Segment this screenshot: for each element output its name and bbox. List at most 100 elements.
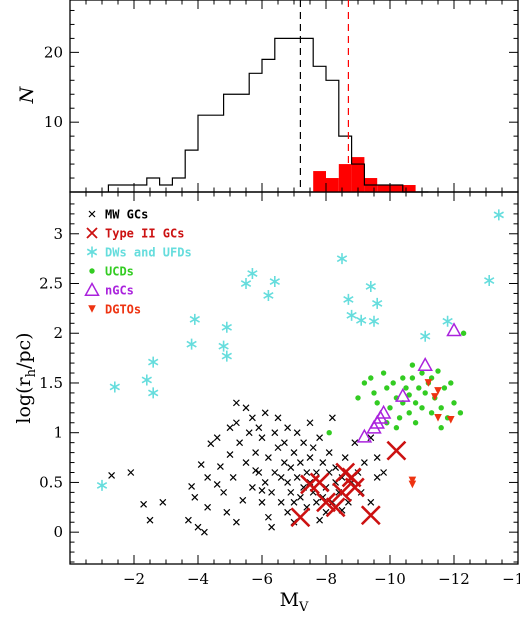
data-point (239, 496, 247, 504)
data-point (431, 393, 439, 401)
data-point (346, 309, 357, 321)
legend-label: MW GCs (105, 208, 148, 222)
data-point (343, 293, 354, 305)
data-point (396, 415, 403, 421)
data-point (248, 414, 256, 422)
data-point (447, 415, 455, 424)
data-point (261, 479, 269, 486)
data-point (261, 409, 269, 417)
data-point (365, 280, 376, 292)
y-tick-label: 3 (53, 225, 63, 243)
data-point (189, 313, 200, 325)
data-point (109, 381, 120, 393)
data-point (393, 425, 400, 431)
legend-label: UCDs (105, 265, 134, 279)
series-ucds (326, 330, 467, 436)
data-point (140, 500, 148, 508)
y-tick-label: 1.5 (39, 374, 63, 392)
legend-label: DGTOs (105, 303, 141, 317)
data-point (287, 464, 295, 471)
data-point (258, 486, 266, 494)
x-tick-label: −8 (315, 570, 337, 588)
data-point (412, 420, 419, 426)
data-point (380, 370, 387, 376)
y-axis-label: log(rh/pc) (13, 332, 39, 423)
type-ii-bar (390, 185, 403, 192)
data-point (306, 419, 314, 427)
data-point (306, 454, 314, 461)
x-tick-label: −4 (187, 570, 209, 588)
data-point (268, 523, 276, 531)
y-tick-label: 0.5 (39, 473, 63, 491)
data-point (419, 370, 425, 376)
histogram-y-axis-label: N (16, 85, 38, 104)
data-point (240, 278, 252, 290)
data-point (194, 523, 202, 531)
data-point (148, 356, 159, 368)
data-point (351, 439, 359, 447)
data-point (312, 498, 320, 506)
data-point (204, 474, 212, 481)
legend-marker (88, 210, 96, 218)
data-point (236, 439, 244, 447)
data-point (403, 385, 409, 391)
data-point (325, 497, 346, 518)
data-point (428, 410, 435, 416)
type-ii-bar (377, 185, 390, 192)
data-point (441, 385, 448, 391)
data-point (220, 488, 228, 496)
data-point (312, 469, 320, 476)
data-point (446, 322, 462, 337)
x-axis-label-subscript: V (298, 600, 309, 615)
data-point (409, 375, 416, 381)
data-point (274, 414, 282, 422)
data-point (191, 493, 199, 501)
data-point (360, 459, 368, 466)
data-point (213, 481, 221, 488)
data-point (309, 444, 317, 452)
data-point (242, 459, 250, 466)
data-point (416, 385, 422, 391)
type-ii-bar (402, 185, 416, 192)
data-point (406, 392, 412, 398)
data-point (252, 467, 260, 474)
data-point (408, 480, 417, 489)
data-point (218, 340, 229, 352)
legend-marker (88, 305, 96, 313)
histogram-panel: 10 20 N (16, 0, 519, 193)
data-point (248, 483, 256, 491)
data-point (271, 429, 279, 437)
scatter-points (96, 209, 504, 536)
data-point (284, 479, 292, 486)
data-point (422, 390, 428, 396)
data-point (419, 405, 425, 411)
data-point (264, 513, 272, 521)
data-point (356, 314, 367, 326)
data-point (127, 469, 135, 476)
data-point (372, 297, 383, 309)
data-point (290, 449, 298, 457)
type-ii-bar (326, 178, 339, 192)
data-point (242, 404, 250, 412)
data-point (448, 380, 454, 386)
data-point (373, 454, 381, 461)
data-point (146, 516, 154, 524)
legend-label: DWs and UFDs (105, 246, 192, 260)
data-point (434, 413, 442, 422)
data-point (424, 379, 433, 387)
data-point (367, 498, 375, 506)
data-point (374, 400, 380, 406)
data-point (188, 482, 196, 490)
x-tick-label: −10 (374, 570, 406, 588)
x-tick-label: −14 (502, 570, 520, 588)
data-point (309, 472, 330, 493)
data-point (221, 350, 232, 362)
data-point (207, 440, 215, 448)
x-axis-label: MV (280, 589, 309, 615)
data-point (108, 472, 116, 479)
data-point (356, 428, 373, 443)
legend-label: Type II GCs (105, 227, 184, 241)
data-point (412, 400, 419, 406)
data-point (384, 385, 390, 391)
